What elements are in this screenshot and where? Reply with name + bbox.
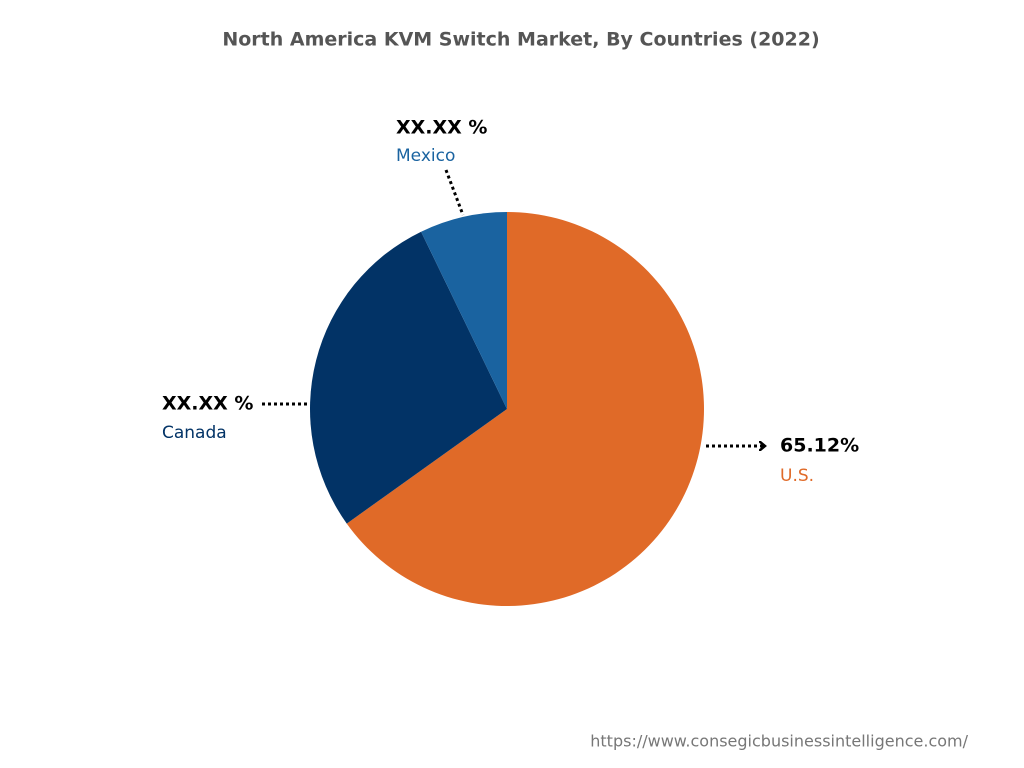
- leader-line: [444, 169, 465, 216]
- value-label: XX.XX %: [162, 393, 253, 415]
- pie-slice: [421, 212, 507, 409]
- value-label: 65.12%: [780, 435, 859, 457]
- pie: [309, 212, 704, 606]
- category-label: Canada: [162, 423, 227, 443]
- source-url: https://www.consegicbusinessintelligence…: [590, 732, 968, 751]
- category-label: U.S.: [780, 466, 814, 486]
- chart-title: North America KVM Switch Market, By Coun…: [222, 29, 819, 51]
- pie-slice: [346, 212, 704, 606]
- pie-slice: [309, 231, 507, 524]
- category-label: Mexico: [396, 146, 455, 166]
- value-label: XX.XX %: [396, 117, 487, 139]
